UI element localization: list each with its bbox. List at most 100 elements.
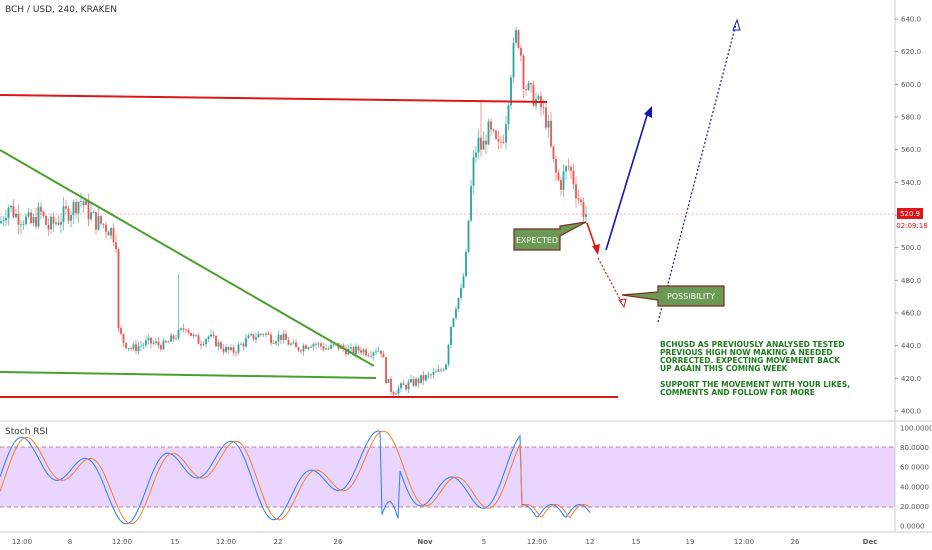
candle-body: [82, 201, 85, 205]
candle-body: [260, 333, 262, 335]
candle-body: [517, 30, 520, 48]
candle-body: [10, 205, 12, 208]
candle-body: [190, 332, 192, 336]
time-tick-label: 15: [632, 538, 641, 546]
rsi-band: [0, 447, 895, 507]
candle-body: [125, 342, 127, 349]
candle-body: [310, 346, 312, 348]
bullish-dotted-arrow: [657, 18, 741, 323]
rsi-pane: 100.0000 80.0000 60.0000 40.0000 20.0000 0.00…: [0, 421, 932, 532]
candle-body: [215, 335, 217, 347]
candle-body: [560, 179, 562, 190]
candle-body: [492, 129, 495, 131]
candle-body: [502, 142, 505, 143]
candle-body: [342, 345, 345, 349]
price-tick-label: 600.0: [901, 81, 921, 89]
candle-body: [165, 340, 167, 343]
candle-body: [422, 375, 425, 381]
candle-body: [140, 345, 142, 347]
candle-body: [35, 217, 37, 227]
candle-body: [562, 171, 565, 190]
candle-body: [282, 333, 285, 340]
candle-body: [112, 228, 115, 243]
candle-body: [72, 201, 75, 215]
candle-body: [520, 47, 522, 56]
candle-body: [57, 222, 60, 225]
candle-body: [317, 343, 320, 345]
candle-body: [30, 212, 32, 224]
candle-body: [60, 221, 62, 225]
candle-body: [532, 84, 535, 106]
candle-body: [285, 333, 287, 341]
candle-body: [127, 347, 130, 349]
expected-label: EXPECTED: [516, 236, 558, 245]
candle-body: [137, 346, 140, 352]
candle-body: [245, 338, 247, 347]
candle-body: [100, 216, 102, 224]
price-tick-label: 620.0: [901, 48, 921, 56]
candle-body: [257, 333, 260, 338]
candle-body: [555, 158, 557, 173]
candle-body: [360, 350, 362, 353]
candle-body: [287, 340, 290, 345]
time-tick-label: Nov: [417, 538, 433, 546]
candle-body: [267, 333, 270, 335]
candle-body: [202, 344, 205, 346]
candle-body: [187, 330, 190, 333]
price-tick-label: 440.0: [901, 342, 921, 350]
possibility-callout: POSSIBILITY: [621, 285, 725, 307]
price-tick-label: 540.0: [901, 179, 921, 187]
candle-body: [362, 349, 365, 353]
candle-body: [480, 137, 482, 150]
candle-body: [327, 348, 330, 350]
price-tick-label: 640.0: [901, 16, 921, 24]
candle-body: [437, 369, 440, 372]
candle-body: [410, 379, 412, 383]
candle-body: [290, 343, 292, 345]
candle-body: [505, 124, 507, 143]
expected-callout: EXPECTED: [513, 221, 587, 251]
candle-body: [392, 391, 395, 395]
candle-body: [572, 170, 575, 185]
candle-body: [482, 140, 485, 150]
candle-body: [130, 347, 132, 349]
candle-body: [25, 216, 27, 225]
candle-body: [195, 334, 197, 336]
candle-body: [305, 345, 307, 349]
bullish-arrow: [605, 106, 652, 251]
candle-body: [105, 224, 107, 232]
candle-body: [262, 334, 265, 335]
candle-body: [272, 343, 275, 345]
candle-body: [395, 393, 397, 395]
candle-body: [37, 206, 40, 227]
candle-body: [17, 213, 20, 225]
candle-body: [197, 335, 200, 344]
time-tick-label: 12:00: [734, 538, 754, 546]
time-tick-label: 5: [482, 538, 486, 546]
candle-body: [80, 201, 82, 202]
candle-body: [322, 346, 325, 350]
price-tick-label: 580.0: [901, 114, 921, 122]
candle-body: [462, 276, 465, 288]
descending-trendline: [0, 149, 375, 367]
candle-body: [467, 220, 470, 252]
candle-body: [40, 206, 42, 212]
candle-body: [0, 221, 2, 224]
rsi-tick-label: 40.0000: [900, 483, 929, 491]
candles: [0, 26, 587, 398]
price-tick-label: 420.0: [901, 375, 921, 383]
candle-body: [570, 166, 572, 171]
candle-body: [507, 105, 510, 125]
candle-body: [115, 242, 117, 250]
candle-body: [405, 385, 407, 390]
candle-body: [265, 333, 267, 335]
rsi-k-line: [0, 430, 591, 525]
candle-body: [62, 206, 65, 222]
candle-body: [487, 121, 490, 145]
candle-body: [547, 120, 550, 128]
candle-body: [235, 352, 237, 354]
candle-body: [415, 378, 417, 386]
candle-body: [15, 213, 17, 218]
candle-body: [447, 344, 450, 365]
candle-body: [565, 166, 567, 172]
